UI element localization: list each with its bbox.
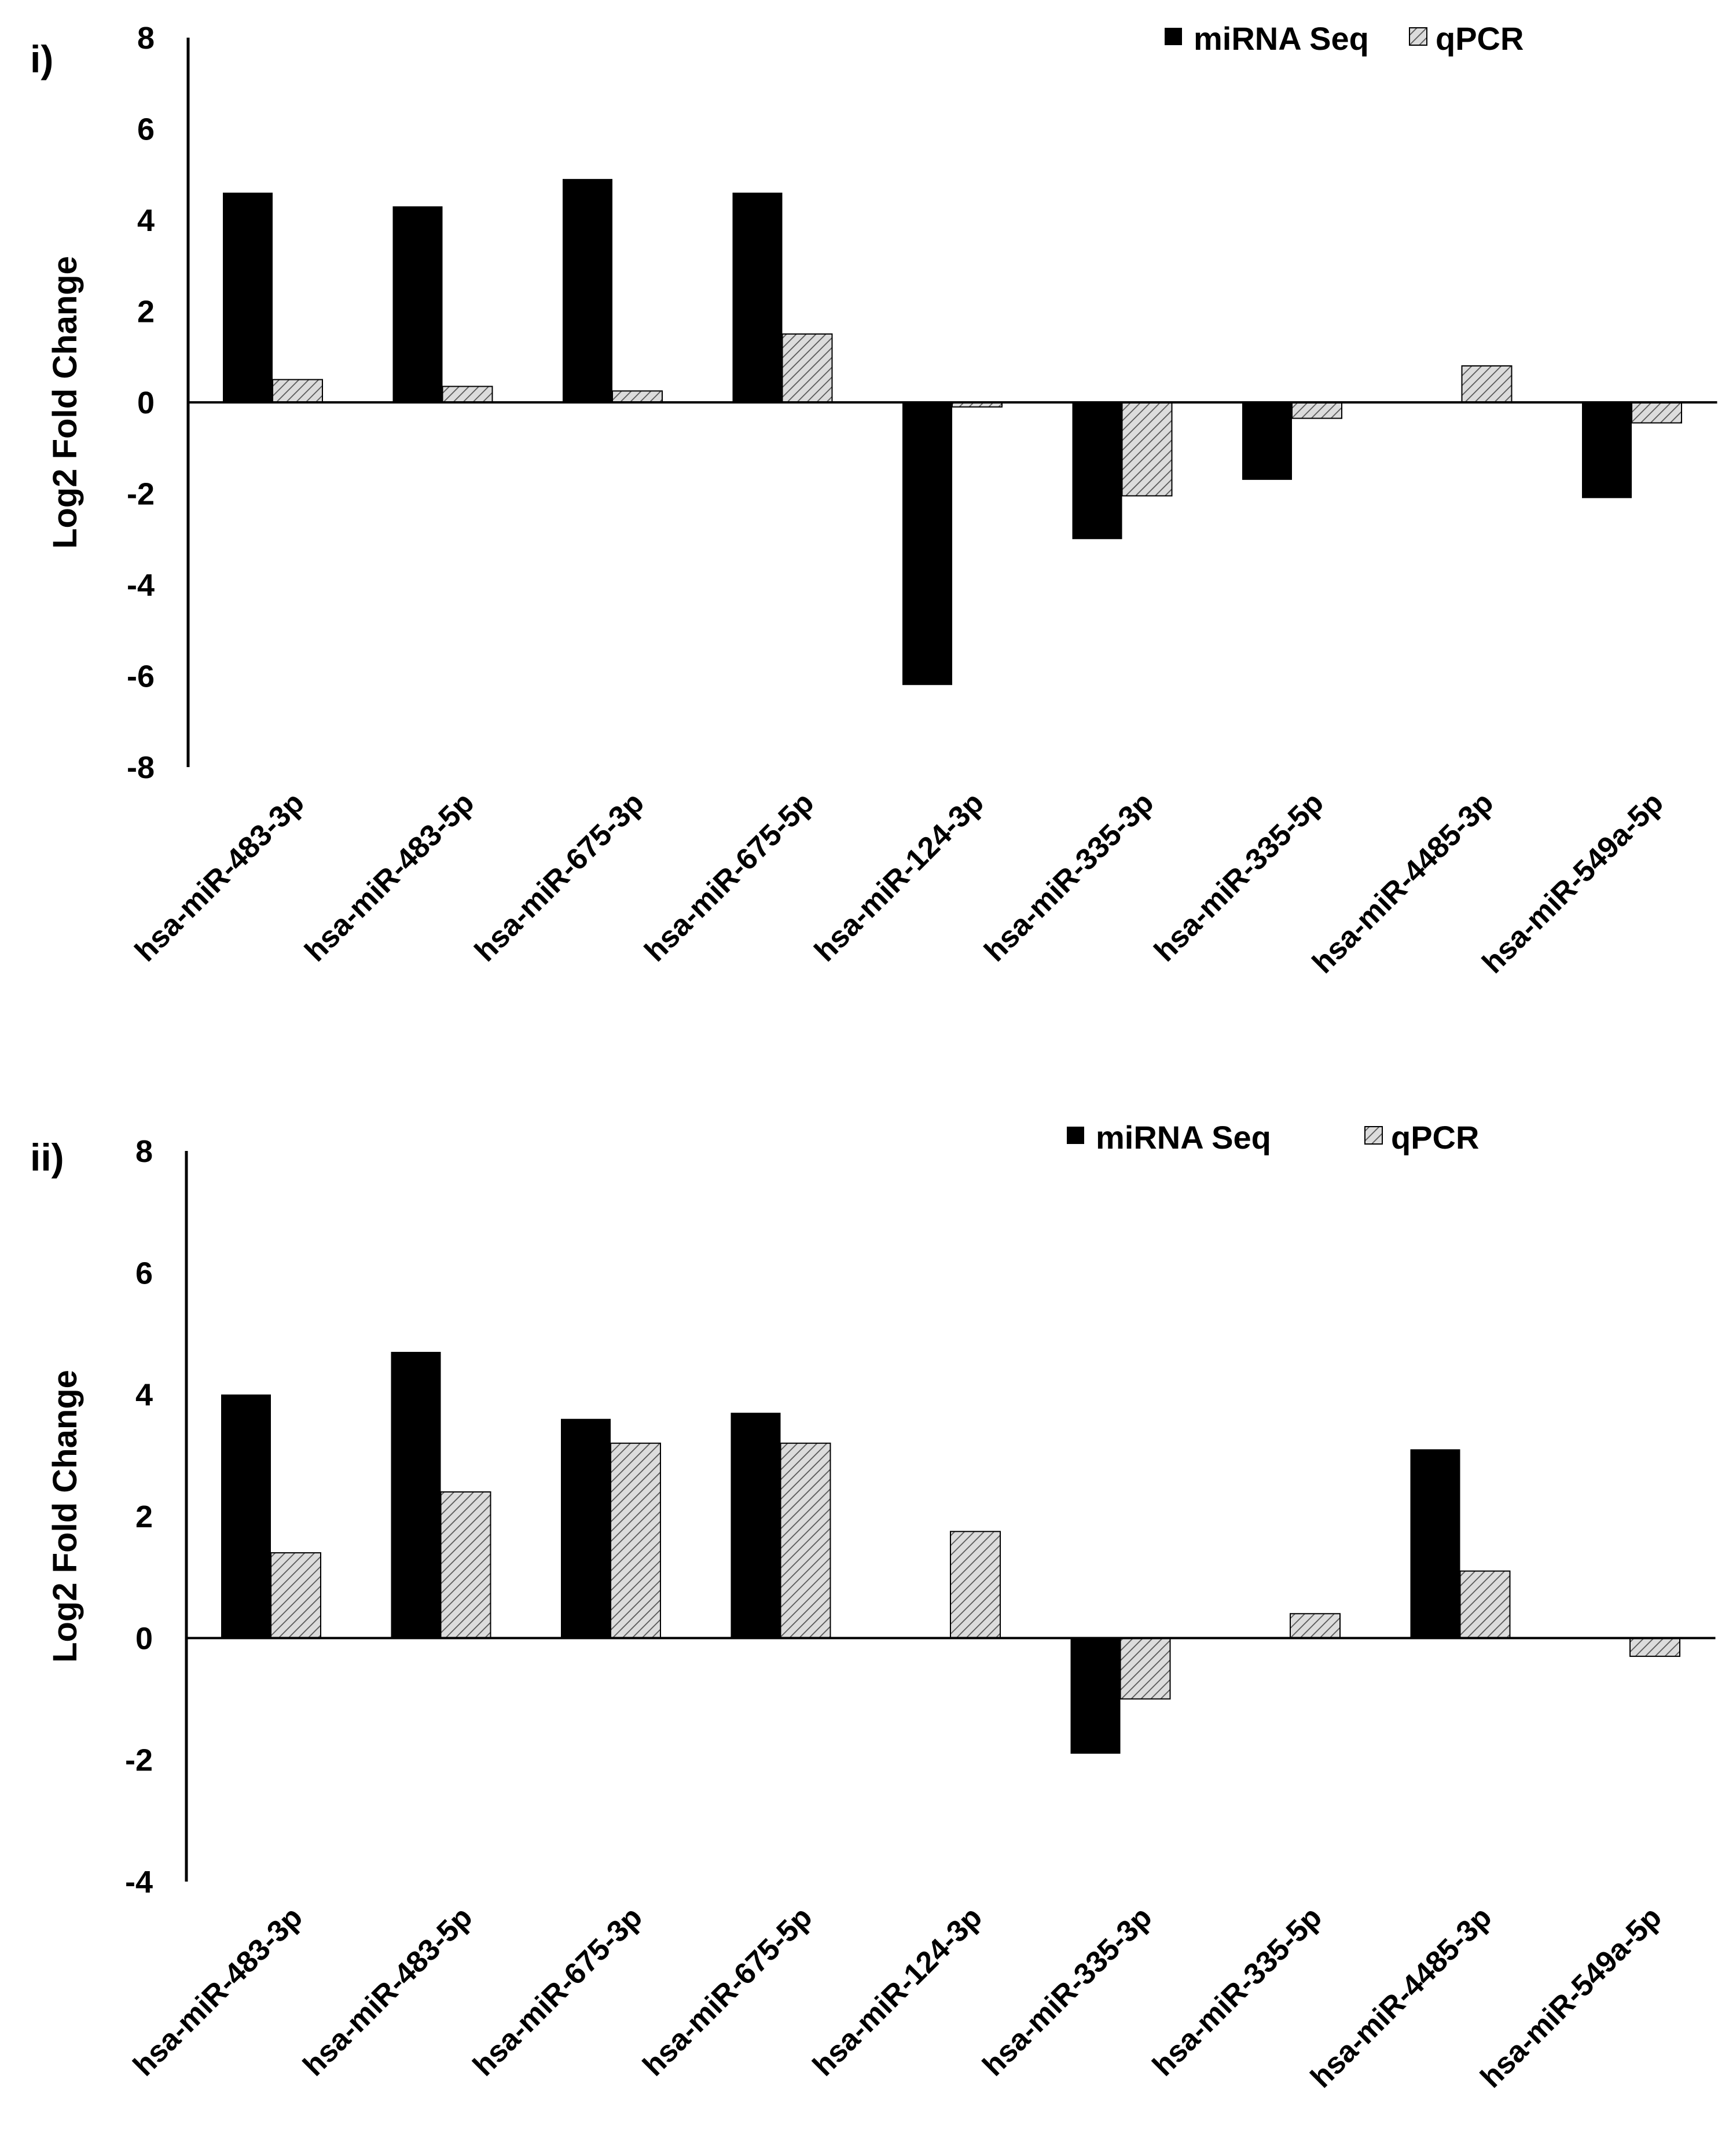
p2-y-tick-label: 2: [135, 1499, 153, 1534]
p2-y-tick-label: 0: [135, 1621, 153, 1656]
p2-y-axis-title: Log2 Fold Change: [46, 1370, 84, 1663]
p2-legend-label-mirna-seq: miRNA Seq: [1096, 1119, 1271, 1156]
p1-panel-label: i): [30, 38, 53, 80]
p1-category-label: hsa-miR-483-3p: [129, 786, 311, 968]
p1-y-tick-label: 4: [137, 203, 155, 238]
p1-y-tick-label: 8: [137, 21, 155, 56]
p2-y-tick-label: -4: [125, 1865, 153, 1900]
p1-category-label: hsa-miR-4485-3p: [1306, 786, 1500, 980]
p2-category-label: hsa-miR-483-5p: [297, 1900, 479, 2082]
p1-y-tick-label: 6: [137, 112, 155, 147]
p1-y-tick-label: -4: [127, 568, 155, 603]
p2-category-label: hsa-miR-675-5p: [637, 1900, 819, 2082]
p2-panel-label: ii): [30, 1136, 64, 1179]
p2-legend-swatch-mirna-seq: [1067, 1127, 1084, 1144]
p2-category-label: hsa-miR-335-3p: [977, 1900, 1159, 2082]
p1-bar-qpcr: [1631, 402, 1682, 424]
p1-bar-qpcr: [1461, 365, 1513, 403]
p1-bar-mirna-seq: [392, 206, 443, 402]
p1-bar-mirna-seq: [1242, 402, 1292, 480]
p2-legend-label-qpcr: qPCR: [1391, 1119, 1479, 1156]
p1-y-tick-label: 2: [137, 295, 155, 329]
p2-category-label: hsa-miR-335-5p: [1146, 1900, 1328, 2082]
p1-legend-label-qpcr: qPCR: [1436, 20, 1524, 57]
p2-bar-qpcr: [440, 1491, 491, 1639]
p1-bar-mirna-seq: [563, 179, 612, 402]
p2-y-tick-label: 8: [135, 1134, 153, 1169]
p2-bar-qpcr: [270, 1552, 321, 1639]
p1-bar-mirna-seq: [732, 192, 783, 402]
p2-bar-qpcr: [1290, 1613, 1341, 1639]
p2-legend-swatch-qpcr: [1364, 1126, 1383, 1145]
p2-category-label: hsa-miR-124-3p: [806, 1900, 989, 2082]
p2-category-label: hsa-miR-483-3p: [127, 1900, 309, 2082]
p1-bar-mirna-seq: [1072, 402, 1122, 540]
p2-y-tick-label: 6: [135, 1256, 153, 1290]
p2-bar-mirna-seq: [1410, 1449, 1460, 1638]
p1-bar-mirna-seq: [223, 192, 273, 402]
p2-bar-mirna-seq: [561, 1418, 611, 1638]
p1-legend-swatch-qpcr: [1409, 27, 1427, 46]
p2-bar-qpcr: [1119, 1637, 1171, 1700]
p1-bar-qpcr: [442, 386, 493, 403]
p1-bar-qpcr: [1291, 402, 1342, 419]
p2-bar-qpcr: [780, 1442, 831, 1639]
p1-category-label: hsa-miR-675-5p: [638, 786, 821, 968]
p2-category-label: hsa-miR-549a-5p: [1474, 1900, 1668, 2094]
p1-category-label: hsa-miR-124-3p: [808, 786, 990, 968]
p2-bar-qpcr: [1459, 1570, 1511, 1639]
p2-y-tick-label: 4: [135, 1378, 153, 1413]
p1-y-axis-title: Log2 Fold Change: [46, 256, 84, 549]
p2-bar-mirna-seq: [730, 1413, 781, 1638]
p1-y-tick-label: 0: [137, 386, 155, 420]
p2-category-label: hsa-miR-675-3p: [467, 1900, 649, 2082]
p1-bar-qpcr: [1121, 402, 1173, 497]
p2-bar-qpcr: [1629, 1637, 1680, 1657]
p2-y-tick-label: -2: [125, 1743, 153, 1778]
p1-y-tick-label: -8: [127, 750, 155, 785]
p2-bar-qpcr: [610, 1442, 661, 1639]
p1-bar-mirna-seq: [1582, 402, 1632, 498]
p2-bar-mirna-seq: [221, 1394, 271, 1638]
p2-bar-qpcr: [950, 1531, 1001, 1639]
p1-bar-qpcr: [272, 379, 323, 403]
p2-bar-mirna-seq: [391, 1352, 441, 1638]
p1-category-label: hsa-miR-335-5p: [1148, 786, 1330, 968]
p1-category-label: hsa-miR-549a-5p: [1476, 786, 1670, 980]
p1-bar-qpcr: [781, 333, 833, 403]
p1-legend-swatch-mirna-seq: [1165, 28, 1182, 45]
p2-category-label: hsa-miR-4485-3p: [1304, 1900, 1498, 2094]
p2-bar-mirna-seq: [1070, 1638, 1121, 1754]
p1-category-label: hsa-miR-483-5p: [299, 786, 481, 968]
p1-legend-label-mirna-seq: miRNA Seq: [1194, 20, 1369, 57]
p1-category-label: hsa-miR-675-3p: [468, 786, 651, 968]
p1-bar-qpcr: [612, 390, 663, 403]
p1-y-tick-label: -6: [127, 659, 155, 694]
p1-bar-mirna-seq: [902, 402, 952, 685]
p1-y-tick-label: -2: [127, 477, 155, 512]
p1-category-label: hsa-miR-335-3p: [978, 786, 1161, 968]
